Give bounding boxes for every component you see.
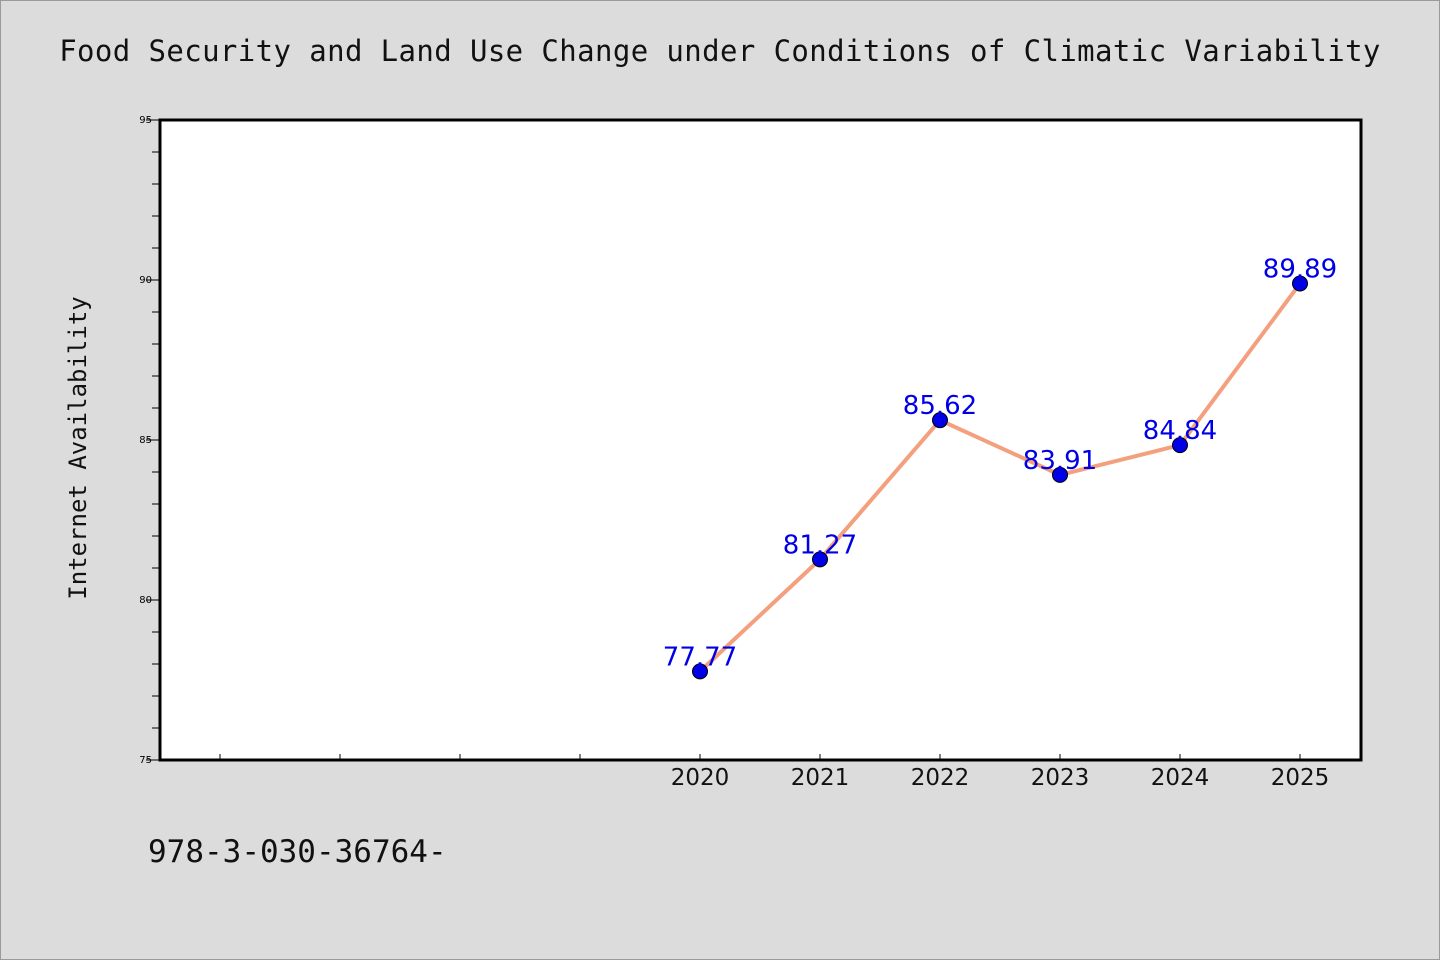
data-point [692,663,708,680]
data-label: 89.89 [1263,255,1337,285]
y-tick-label: 95 [139,115,152,126]
data-point [1052,466,1068,483]
x-tick-label: 2020 [671,765,730,791]
data-labels: 77.77 81.27 85.62 83.91 84.84 89.89 [663,255,1337,673]
y-tick-label: 90 [139,275,152,286]
plot-area [158,118,1363,762]
y-axis-label: Internet Availability [64,296,92,599]
x-tick-label: 2025 [1271,765,1330,791]
x-axis: 2020 2021 2022 2023 2024 2025 [219,754,1330,791]
data-point [932,412,948,429]
series-line [698,281,1302,674]
data-label: 85.62 [903,391,977,421]
x-tick-label: 2024 [1151,765,1210,791]
chart-title: Food Security and Land Use Change under … [59,34,1381,68]
data-label: 84.84 [1143,416,1217,446]
series-polyline [698,281,1302,674]
data-label: 83.91 [1023,446,1097,476]
data-label: 81.27 [783,530,857,560]
y-axis: 75 80 85 90 95 [139,115,160,766]
x-tick-label: 2023 [1031,765,1090,791]
data-point [812,551,828,568]
series-markers [692,275,1308,680]
x-tick-label: 2021 [791,765,850,791]
data-label: 77.77 [663,642,737,672]
y-tick-label: 80 [139,595,152,606]
x-tick-label: 2022 [911,765,970,791]
footer-code: 978-3-030-36764- [148,834,447,870]
data-point [1172,437,1188,454]
y-tick-label: 85 [139,435,152,446]
data-point [1292,275,1308,292]
y-tick-label: 75 [139,755,152,766]
